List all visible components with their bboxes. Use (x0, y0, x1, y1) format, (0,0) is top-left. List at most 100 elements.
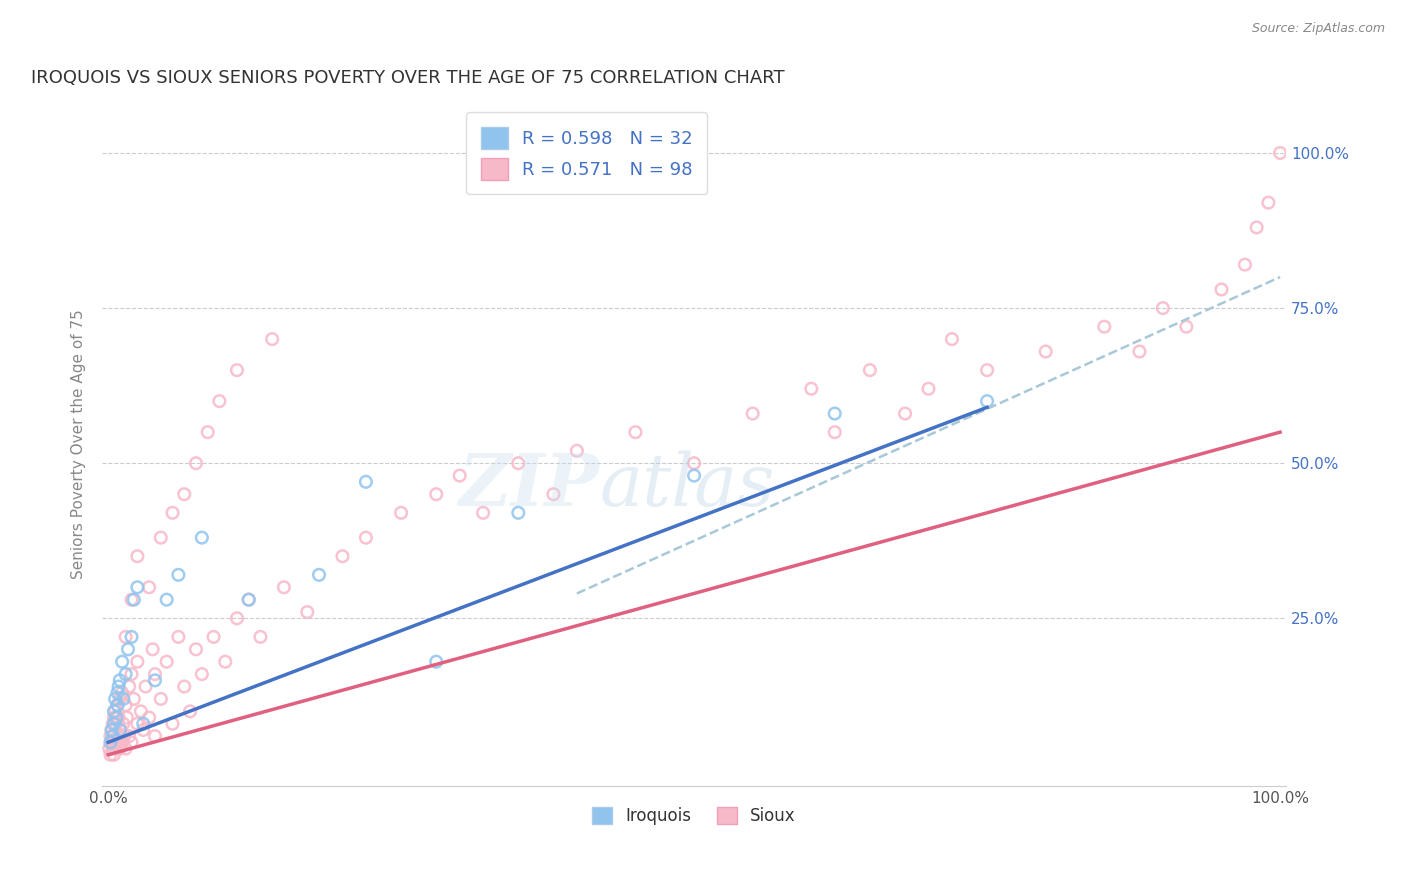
Point (917, 382, 939, 396)
Point (143, 667, 166, 681)
Point (173, 680, 195, 694)
Point (156, 655, 179, 669)
Point (100, 747, 122, 762)
Point (184, 642, 207, 657)
Text: IROQUOIS VS SIOUX SENIORS POVERTY OVER THE AGE OF 75 CORRELATION CHART: IROQUOIS VS SIOUX SENIORS POVERTY OVER T… (31, 69, 785, 87)
Point (149, 531, 172, 545)
Point (101, 729, 124, 743)
Point (127, 655, 149, 669)
Point (100, 735, 122, 749)
Point (156, 592, 179, 607)
Point (1211, 283, 1233, 297)
Point (118, 729, 141, 743)
Point (389, 506, 412, 520)
Point (115, 710, 138, 724)
Point (202, 630, 225, 644)
Point (167, 567, 190, 582)
Point (111, 735, 134, 749)
Point (226, 363, 249, 377)
Point (127, 716, 149, 731)
Point (179, 704, 201, 718)
Point (472, 506, 495, 520)
Point (297, 605, 319, 619)
Point (122, 692, 145, 706)
Point (1257, 195, 1279, 210)
Point (114, 698, 136, 713)
Text: Source: ZipAtlas.com: Source: ZipAtlas.com (1251, 22, 1385, 36)
Point (105, 710, 128, 724)
Point (565, 443, 588, 458)
Point (1233, 258, 1256, 272)
Point (107, 686, 129, 700)
Point (508, 506, 530, 520)
Point (859, 363, 882, 377)
Point (114, 741, 136, 756)
Point (132, 716, 155, 731)
Point (98, 741, 121, 756)
Point (104, 735, 127, 749)
Point (107, 710, 129, 724)
Point (121, 630, 143, 644)
Point (118, 680, 141, 694)
Point (108, 673, 131, 688)
Point (683, 456, 706, 470)
Point (683, 468, 706, 483)
Point (103, 716, 125, 731)
Point (108, 723, 131, 737)
Y-axis label: Seniors Poverty Over the Age of 75: Seniors Poverty Over the Age of 75 (72, 310, 86, 580)
Point (184, 456, 207, 470)
Point (103, 729, 125, 743)
Point (425, 655, 447, 669)
Point (1175, 319, 1198, 334)
Point (249, 630, 271, 644)
Point (117, 642, 139, 657)
Point (110, 723, 132, 737)
Point (107, 698, 129, 713)
Point (162, 506, 184, 520)
Text: ZIP: ZIP (458, 450, 599, 521)
Point (354, 475, 377, 489)
Point (107, 680, 129, 694)
Point (191, 667, 214, 681)
Point (104, 692, 127, 706)
Text: atlas: atlas (599, 450, 775, 521)
Point (894, 407, 917, 421)
Point (127, 549, 149, 564)
Point (332, 549, 354, 564)
Point (824, 425, 846, 439)
Point (449, 468, 471, 483)
Point (197, 425, 219, 439)
Point (107, 729, 129, 743)
Point (100, 723, 122, 737)
Point (138, 580, 160, 594)
Point (741, 407, 763, 421)
Point (138, 710, 160, 724)
Point (214, 655, 236, 669)
Point (941, 332, 963, 346)
Point (111, 655, 134, 669)
Point (142, 642, 165, 657)
Point (108, 741, 131, 756)
Point (101, 741, 124, 756)
Legend: Iroquois, Sioux: Iroquois, Sioux (586, 800, 803, 832)
Point (121, 735, 143, 749)
Point (1035, 344, 1057, 359)
Point (508, 456, 530, 470)
Point (114, 729, 136, 743)
Point (167, 630, 190, 644)
Point (308, 567, 330, 582)
Point (103, 710, 125, 724)
Point (132, 723, 155, 737)
Point (143, 729, 166, 743)
Point (273, 580, 295, 594)
Point (173, 487, 195, 501)
Point (162, 716, 184, 731)
Point (238, 592, 260, 607)
Point (107, 698, 129, 713)
Point (111, 686, 134, 700)
Point (107, 735, 129, 749)
Point (1268, 146, 1291, 161)
Point (1152, 301, 1174, 315)
Point (114, 667, 136, 681)
Point (100, 729, 122, 743)
